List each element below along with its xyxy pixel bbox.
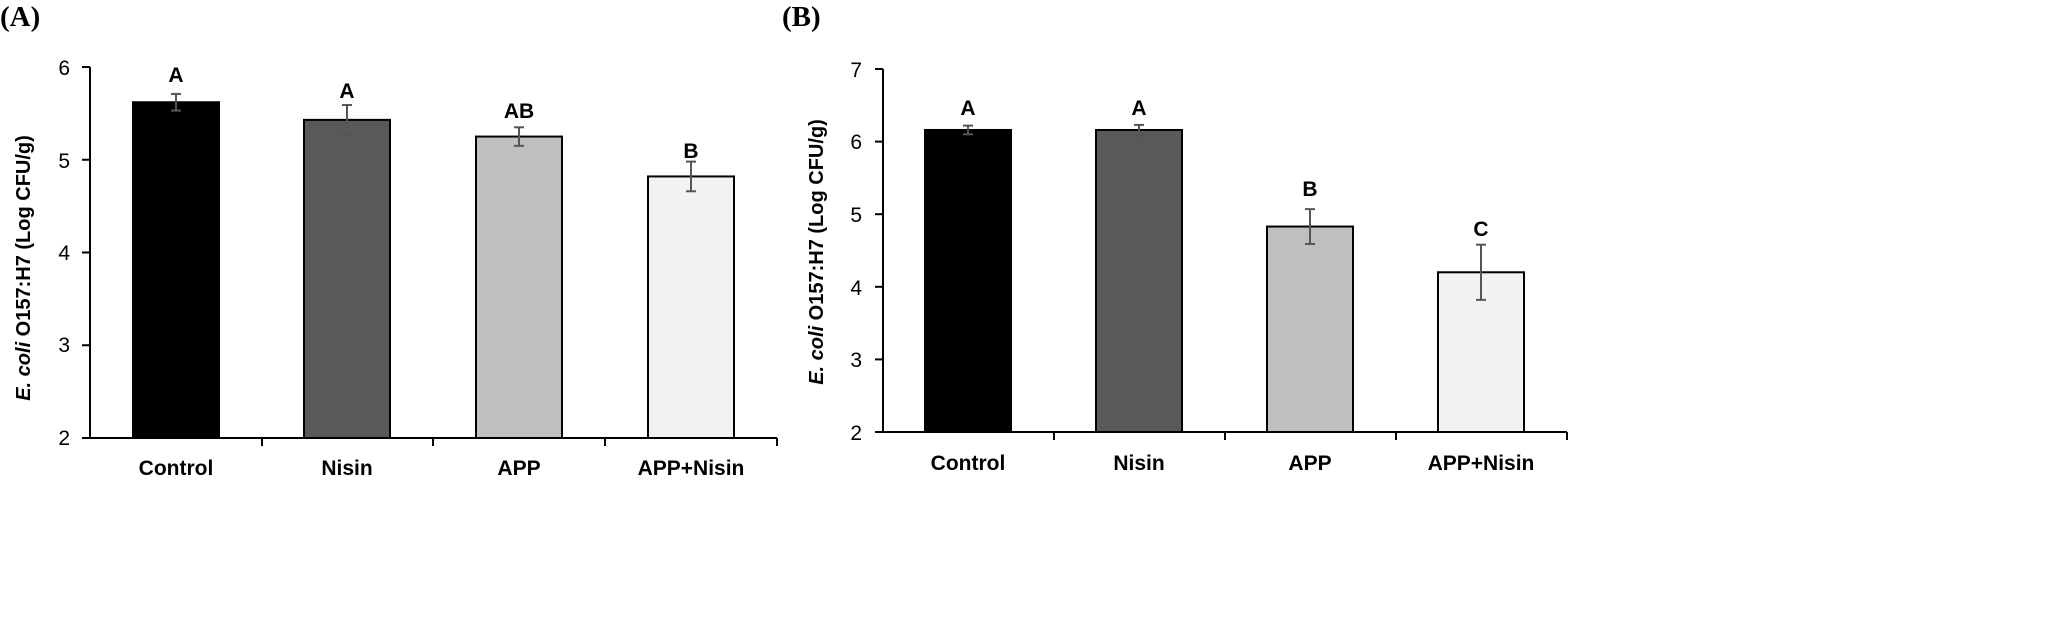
x-tick-label-nisin: Nisin <box>1113 452 1164 475</box>
y-axis-title-a: E. coli O157:H7 (Log CFU/g) <box>13 135 35 401</box>
y-tick-label: 6 <box>58 57 70 80</box>
bar-app-nisin <box>647 175 735 439</box>
significance-labels-b: A A B C <box>960 97 1488 241</box>
y-tick-label: 3 <box>850 349 862 372</box>
y-axis-title-italic-b: E. coli <box>806 325 828 384</box>
significance-label: C <box>1473 218 1488 241</box>
chart-panel-a: (A) E. coli O157:H7 (Log CFU/g) 2 3 4 5 … <box>0 1 778 480</box>
bars-a <box>132 92 735 440</box>
panel-label-b: (B) <box>782 1 821 33</box>
significance-label: A <box>168 64 183 87</box>
chart-panel-b: (B) E. coli O157:H7 (Log CFU/g) 2 3 4 5 … <box>782 1 1568 475</box>
x-tick-label-app-nisin: APP+Nisin <box>638 457 745 480</box>
error-bar <box>963 124 973 136</box>
panel-label-a: (A) <box>0 1 40 33</box>
bar-nisin <box>303 118 391 440</box>
significance-label: A <box>1131 97 1146 120</box>
y-tick-label: 2 <box>58 427 70 450</box>
y-axis-title-rest-b: O157:H7 (Log CFU/g) <box>806 119 828 326</box>
y-tick-labels-b: 2 3 4 5 6 7 <box>850 59 862 445</box>
axis-ticks-b <box>875 68 1568 440</box>
x-tick-label-app: APP <box>1288 452 1331 475</box>
significance-label: A <box>960 97 975 120</box>
significance-label: B <box>683 140 698 163</box>
error-bar <box>171 92 181 112</box>
bar-control <box>924 128 1012 433</box>
x-tick-label-nisin: Nisin <box>321 457 372 480</box>
bar-control <box>132 101 220 440</box>
error-bar <box>514 126 524 147</box>
error-bar <box>1134 123 1144 137</box>
significance-label: AB <box>504 100 534 123</box>
bars-b <box>924 123 1525 433</box>
y-axis-title-rest-a: O157:H7 (Log CFU/g) <box>13 135 35 342</box>
y-tick-label: 3 <box>58 334 70 357</box>
x-tick-labels-b: Control Nisin APP APP+Nisin <box>931 452 1535 475</box>
svg-text:E. coli O157:H7 (Log CFU/g): E. coli O157:H7 (Log CFU/g) <box>806 119 828 385</box>
y-axis-title-italic-a: E. coli <box>13 341 35 400</box>
y-tick-label: 5 <box>58 150 70 173</box>
x-tick-labels-a: Control Nisin APP APP+Nisin <box>139 457 745 480</box>
error-bar <box>686 160 696 193</box>
significance-label: A <box>339 80 354 103</box>
y-tick-labels-a: 2 3 4 5 6 <box>58 57 70 450</box>
y-tick-label: 5 <box>850 204 862 227</box>
x-tick-label-control: Control <box>139 457 214 480</box>
bar-app <box>475 135 563 439</box>
y-tick-label: 4 <box>850 277 862 300</box>
y-tick-label: 4 <box>58 242 70 265</box>
y-axis-title-b: E. coli O157:H7 (Log CFU/g) <box>806 119 828 385</box>
error-bar <box>1476 243 1486 301</box>
axis-ticks-a <box>82 66 778 446</box>
bar-nisin <box>1095 128 1183 433</box>
x-tick-label-app-nisin: APP+Nisin <box>1428 452 1535 475</box>
y-tick-label: 6 <box>850 131 862 154</box>
x-tick-label-app: APP <box>497 457 540 480</box>
svg-text:E. coli O157:H7 (Log CFU/g): E. coli O157:H7 (Log CFU/g) <box>13 135 35 401</box>
error-bar <box>342 104 352 136</box>
significance-labels-a: A A AB B <box>168 64 698 163</box>
x-tick-label-control: Control <box>931 452 1006 475</box>
significance-label: B <box>1302 178 1317 201</box>
bar-app <box>1266 225 1354 433</box>
y-tick-label: 2 <box>850 422 862 445</box>
error-bar <box>1305 208 1315 245</box>
y-tick-label: 7 <box>850 59 862 82</box>
